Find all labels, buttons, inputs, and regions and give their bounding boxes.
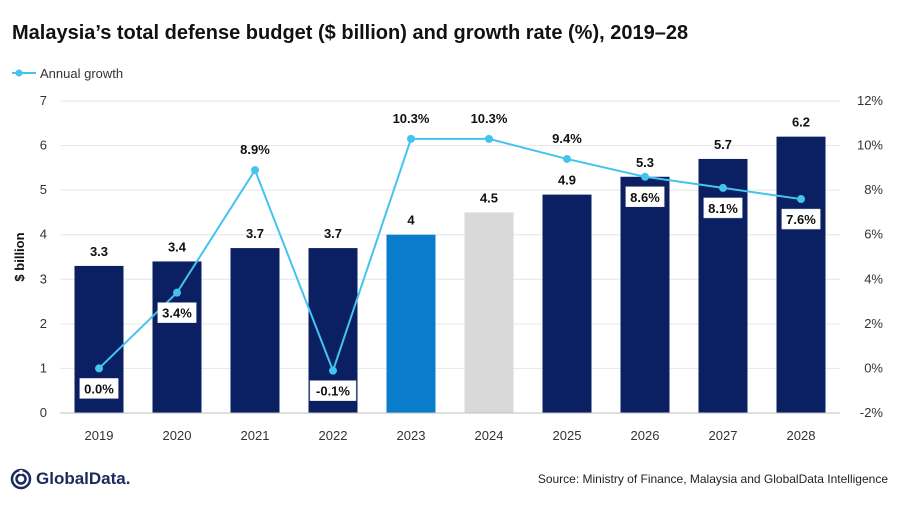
x-tick-label: 2025 xyxy=(553,428,582,443)
bar xyxy=(152,261,202,413)
x-axis-ticks: 2019 2020 2021 2022 2023 2024 2025 2026 2027 2028 xyxy=(60,412,840,443)
growth-label-box xyxy=(781,208,821,230)
growth-label-box xyxy=(625,186,665,208)
y2-tick-label: 8% xyxy=(864,182,883,197)
growth-points xyxy=(95,134,805,375)
chart-area: 3.3 3.4 3.7 3.7 4 4.5 4.9 5.3 5.7 6.2 0.0% 3.4% 8.9… xyxy=(12,93,883,443)
bar xyxy=(542,194,592,413)
y-tick-label: 0 xyxy=(40,405,47,420)
growth-line-path xyxy=(98,137,802,374)
growth-point xyxy=(407,134,415,143)
chart-title: Malaysia’s total defense budget ($ billi… xyxy=(12,22,689,44)
y2-axis-ticks: -2% 0% 2% 4% 6% 8% 10% 12% xyxy=(857,93,883,420)
growth-label-box xyxy=(79,378,119,399)
growth-labels: 0.0% 3.4% 8.9% -0.1% 10.3% 10.3% 9.4% 8.6% 8.1% 7… xyxy=(79,111,821,401)
bar xyxy=(620,176,670,413)
bar xyxy=(464,212,514,413)
source-note: Source: Ministry of Finance, Malaysia an… xyxy=(537,472,888,486)
legend-label: Annual growth xyxy=(40,65,124,81)
bar-data-label: 6.2 xyxy=(792,115,810,130)
bars xyxy=(74,136,826,413)
y2-tick-label: -2% xyxy=(860,405,884,420)
x-tick-label: 2020 xyxy=(163,428,192,443)
growth-point xyxy=(329,366,337,375)
bar-data-label: 5.7 xyxy=(714,137,732,152)
bar-data-label: 4.9 xyxy=(558,173,576,188)
growth-data-label: 10.3% xyxy=(471,111,508,126)
growth-point xyxy=(251,166,259,175)
growth-point xyxy=(563,154,571,163)
growth-data-label: 8.6% xyxy=(630,190,660,205)
x-tick-label: 2023 xyxy=(397,428,426,443)
growth-point xyxy=(485,134,493,143)
legend: Annual growth xyxy=(12,64,123,82)
growth-label-box xyxy=(157,302,197,323)
growth-line xyxy=(98,137,802,374)
bar xyxy=(386,234,436,413)
x-tick-label: 2022 xyxy=(319,428,348,443)
bar-data-label: 3.7 xyxy=(324,226,342,241)
y2-tick-label: 12% xyxy=(857,93,883,108)
bar-data-label: 4.5 xyxy=(480,190,498,205)
growth-label-box xyxy=(309,380,357,401)
globaldata-logo-icon xyxy=(10,468,32,490)
y-axis-label: $ billion xyxy=(12,232,27,281)
growth-point xyxy=(797,195,805,204)
y2-tick-label: 10% xyxy=(857,138,883,153)
y-tick-label: 4 xyxy=(40,227,47,242)
y-tick-label: 5 xyxy=(40,182,47,197)
growth-data-label: 8.1% xyxy=(708,201,738,216)
growth-point xyxy=(719,183,727,192)
x-tick-label: 2019 xyxy=(85,428,114,443)
growth-data-label: 10.3% xyxy=(393,111,430,126)
bar-data-label: 4 xyxy=(407,213,415,228)
globaldata-logo: GlobalData. xyxy=(10,468,130,490)
bar-labels: 3.3 3.4 3.7 3.7 4 4.5 4.9 5.3 5.7 6.2 xyxy=(90,115,810,259)
y2-tick-label: 0% xyxy=(864,360,883,375)
logo-text: GlobalData. xyxy=(36,469,131,488)
growth-data-label: 7.6% xyxy=(786,212,816,227)
bar-data-label: 3.4 xyxy=(168,239,187,254)
bar xyxy=(776,136,826,413)
x-tick-label: 2024 xyxy=(475,428,504,443)
growth-data-label: -0.1% xyxy=(316,384,350,399)
bar-data-label: 3.3 xyxy=(90,244,108,259)
growth-data-label: 0.0% xyxy=(84,381,114,396)
y-tick-label: 3 xyxy=(40,271,47,286)
y2-tick-label: 4% xyxy=(864,271,883,286)
y-tick-label: 2 xyxy=(40,316,47,331)
x-tick-label: 2028 xyxy=(787,428,816,443)
x-tick-label: 2026 xyxy=(631,428,660,443)
y-tick-label: 6 xyxy=(40,138,47,153)
y2-tick-label: 2% xyxy=(864,316,883,331)
x-tick-label: 2027 xyxy=(709,428,738,443)
growth-data-label: 8.9% xyxy=(240,142,270,157)
growth-point xyxy=(641,172,649,181)
growth-data-label: 3.4% xyxy=(162,306,192,321)
bar xyxy=(230,248,280,413)
y-tick-label: 7 xyxy=(40,93,47,108)
y-axis-ticks: 0 1 2 3 4 5 6 7 xyxy=(40,93,47,420)
bar-data-label: 3.7 xyxy=(246,226,264,241)
growth-point xyxy=(173,288,181,297)
growth-point xyxy=(95,364,103,373)
growth-data-label: 9.4% xyxy=(552,131,582,146)
bar-data-label: 5.3 xyxy=(636,155,654,170)
bar xyxy=(698,158,748,413)
y2-tick-label: 6% xyxy=(864,227,883,242)
growth-label-box xyxy=(703,197,743,219)
y-tick-label: 1 xyxy=(40,360,47,375)
legend-line-marker-icon xyxy=(12,69,36,77)
x-tick-label: 2021 xyxy=(241,428,270,443)
